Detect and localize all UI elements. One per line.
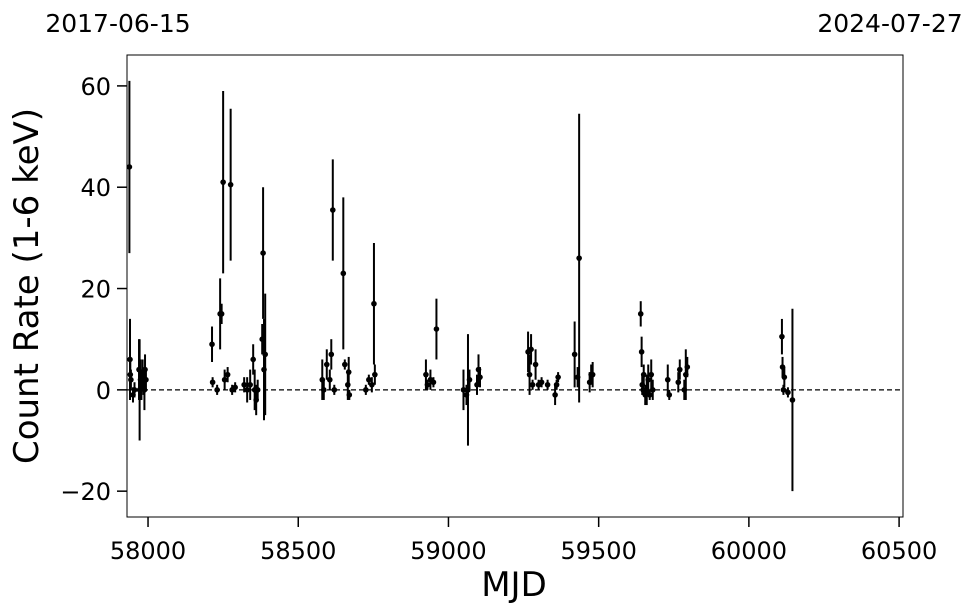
data-point	[329, 207, 336, 213]
data-point	[645, 376, 652, 383]
data-point	[214, 387, 220, 393]
data-point	[128, 376, 134, 383]
data-point	[637, 311, 644, 317]
data-point	[779, 333, 785, 340]
data-point	[526, 371, 533, 378]
data-point	[433, 326, 440, 332]
x-tick-label: 59000	[410, 537, 486, 565]
data-point	[466, 376, 473, 383]
data-point	[430, 379, 437, 386]
data-point	[571, 351, 578, 358]
data-point	[675, 379, 682, 386]
data-point	[640, 371, 647, 378]
data-point	[262, 351, 268, 358]
data-point	[646, 392, 653, 398]
y-tick-label: 60	[80, 73, 111, 101]
y-tick-label: 40	[80, 174, 111, 202]
data-point	[209, 341, 215, 348]
data-point	[372, 371, 378, 378]
data-point	[649, 387, 656, 393]
data-point	[241, 381, 247, 388]
data-point	[220, 179, 226, 185]
data-point	[328, 351, 335, 358]
data-point	[424, 381, 431, 388]
data-point	[684, 364, 691, 370]
data-point	[260, 250, 266, 256]
data-point	[143, 376, 149, 383]
data-point	[131, 387, 138, 393]
data-point	[544, 381, 551, 388]
data-point	[676, 366, 683, 373]
data-point	[224, 371, 231, 378]
data-point	[589, 371, 596, 378]
data-point	[227, 181, 234, 188]
x-tick-label: 60000	[711, 537, 787, 565]
data-point	[555, 374, 561, 380]
data-point	[552, 392, 558, 398]
data-point	[423, 371, 429, 378]
data-point	[664, 376, 671, 383]
data-point	[529, 381, 536, 388]
data-point	[250, 356, 256, 363]
data-point	[460, 387, 467, 393]
plot-frame	[126, 54, 904, 518]
data-point	[331, 387, 338, 393]
data-point	[221, 376, 228, 383]
data-point	[789, 397, 796, 403]
data-point	[340, 270, 347, 277]
data-point	[638, 349, 645, 355]
data-point	[326, 376, 333, 383]
data-point	[232, 384, 238, 391]
data-point	[346, 392, 353, 398]
data-point	[528, 346, 534, 353]
data-point	[363, 387, 369, 393]
data-point	[320, 387, 327, 393]
y-axis-label: Count Rate (1-6 keV)	[7, 108, 47, 464]
data-point	[342, 361, 348, 368]
data-point	[780, 387, 787, 393]
data-point	[126, 164, 133, 170]
date-annotation: 2017-06-15	[45, 9, 190, 38]
x-tick-label: 58500	[260, 537, 336, 565]
data-point	[785, 389, 791, 396]
data-point	[254, 387, 261, 393]
data-point	[366, 376, 372, 383]
y-tick-label: −20	[60, 478, 111, 506]
data-point	[345, 369, 352, 375]
data-point	[538, 379, 545, 386]
data-point	[576, 255, 582, 261]
data-point	[781, 374, 788, 380]
data-point	[209, 379, 216, 386]
data-point	[369, 381, 375, 388]
x-tick-label: 58000	[110, 537, 186, 565]
y-tick-label: 0	[96, 377, 111, 405]
data-point	[218, 311, 225, 317]
data-point	[244, 387, 250, 393]
data-point	[553, 381, 560, 388]
data-point	[371, 300, 377, 307]
x-tick-label: 59500	[560, 537, 636, 565]
x-tick-label: 60500	[861, 537, 937, 565]
data-point	[648, 371, 655, 378]
date-annotation: 2024-07-27	[817, 9, 962, 38]
data-point	[532, 361, 539, 368]
data-point	[247, 381, 253, 388]
data-point	[477, 374, 483, 380]
data-point	[666, 392, 673, 398]
data-point	[323, 361, 330, 368]
x-axis-label: MJD	[481, 565, 547, 605]
y-tick-label: 20	[80, 276, 111, 304]
